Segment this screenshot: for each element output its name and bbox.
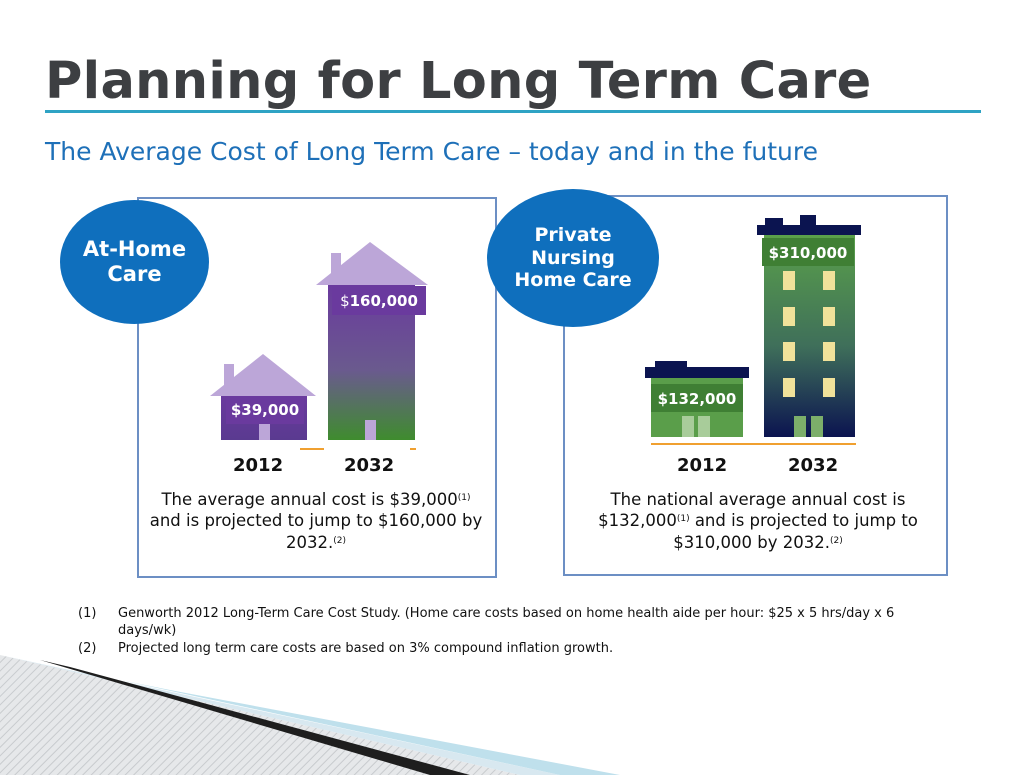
at-home-2032-cost: $160,000 [340,292,418,310]
nursing-home-care-panel [563,195,948,576]
year-label: 2032 [788,455,839,476]
decorative-corner [0,655,620,775]
nursing-2012-cost: $132,000 [658,390,737,408]
title-underline [45,110,981,113]
at-home-2012-cost: $39,000 [231,401,299,419]
year-label: 2012 [233,455,284,476]
year-label: 2012 [677,455,728,476]
page-subtitle: The Average Cost of Long Term Care – tod… [45,137,819,166]
at-home-care-badge: At-Home Care [60,200,209,324]
price-tag-2032 [332,286,426,315]
footnote-1: (1) Genworth 2012 Long-Term Care Cost St… [78,606,895,638]
at-home-description: The average annual cost is $39,000(1) an… [149,490,483,552]
house-2032-icon [316,242,428,440]
nursing-description: The national average annual cost is $132… [598,490,918,552]
footnote-2: (2) Projected long term care costs are b… [78,641,614,656]
price-tag-2012 [651,384,743,412]
price-tag-2032 [762,238,854,266]
page-title: Planning for Long Term Care [45,52,872,111]
nursing-2032-cost: $310,000 [769,244,848,262]
nursing-home-care-badge: Private Nursing Home Care [487,189,659,327]
year-label: 2032 [344,455,395,476]
nursing-home-2032-icon [757,215,861,437]
price-tag-2012 [226,396,304,424]
